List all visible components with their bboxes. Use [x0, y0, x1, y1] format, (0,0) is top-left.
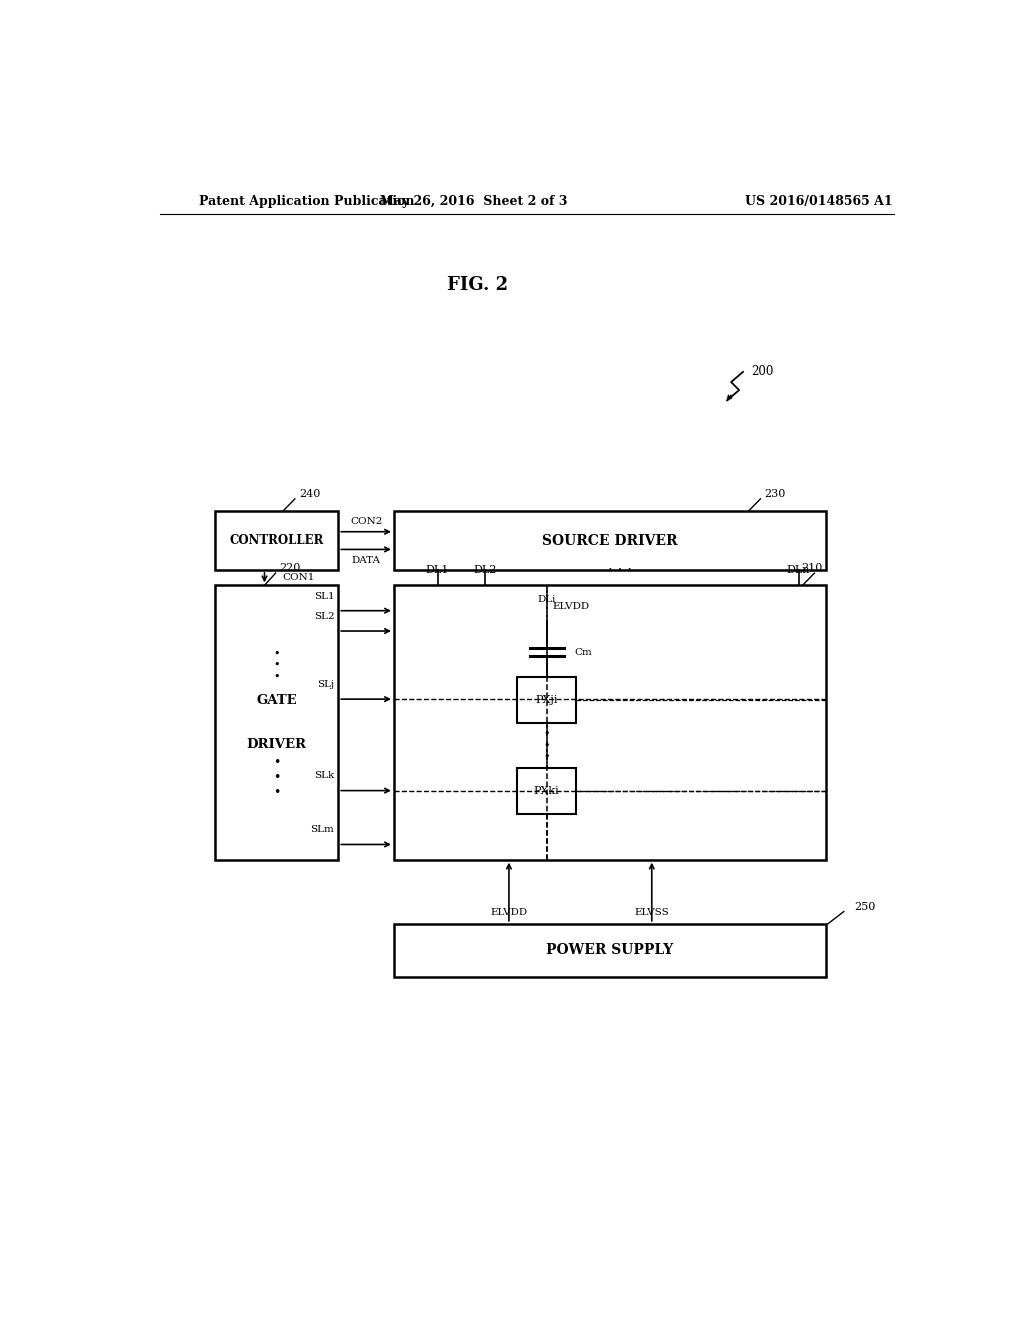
Text: 250: 250: [854, 902, 876, 912]
Bar: [517, 768, 577, 814]
Text: ELVDD: ELVDD: [490, 908, 527, 916]
Text: DATA: DATA: [351, 556, 381, 565]
Text: DLi: DLi: [538, 595, 556, 605]
Text: SLj: SLj: [317, 680, 334, 689]
Text: . . .: . . .: [608, 560, 632, 573]
Text: SLk: SLk: [314, 771, 334, 780]
Text: CONTROLLER: CONTROLLER: [229, 535, 324, 546]
Text: CON1: CON1: [282, 573, 314, 582]
Text: SLm: SLm: [310, 825, 334, 834]
Text: FIG. 2: FIG. 2: [446, 276, 508, 294]
Text: DL2: DL2: [473, 565, 497, 576]
Text: GATE: GATE: [256, 693, 297, 706]
Text: May 26, 2016  Sheet 2 of 3: May 26, 2016 Sheet 2 of 3: [380, 194, 567, 207]
Text: Patent Application Publication: Patent Application Publication: [200, 194, 415, 207]
Text: SL2: SL2: [313, 612, 334, 620]
Bar: [394, 924, 826, 977]
Text: SOURCE DRIVER: SOURCE DRIVER: [543, 533, 678, 548]
Text: •
•
•: • • •: [273, 756, 281, 799]
Bar: [394, 585, 826, 859]
Bar: [215, 585, 338, 859]
Text: PXki: PXki: [534, 787, 559, 796]
Bar: [394, 511, 826, 570]
Text: •
•
•: • • •: [544, 729, 550, 762]
Text: 210: 210: [801, 564, 822, 573]
Text: 240: 240: [299, 488, 321, 499]
Text: US 2016/0148565 A1: US 2016/0148565 A1: [744, 194, 892, 207]
Text: 220: 220: [279, 564, 300, 573]
Text: 230: 230: [764, 488, 785, 499]
Text: POWER SUPPLY: POWER SUPPLY: [547, 944, 674, 957]
Text: CON2: CON2: [350, 516, 382, 525]
Text: ELVDD: ELVDD: [552, 602, 590, 611]
Text: 200: 200: [751, 366, 773, 379]
Text: DLn: DLn: [786, 565, 810, 576]
Text: PXji: PXji: [536, 694, 558, 705]
Bar: [517, 677, 577, 722]
Bar: [215, 511, 338, 570]
Text: DRIVER: DRIVER: [247, 738, 307, 751]
Text: •
•
•: • • •: [273, 648, 280, 681]
Text: Cm: Cm: [574, 648, 592, 657]
Text: DL1: DL1: [426, 565, 450, 576]
Text: SL1: SL1: [313, 591, 334, 601]
Text: ELVSS: ELVSS: [635, 908, 669, 916]
